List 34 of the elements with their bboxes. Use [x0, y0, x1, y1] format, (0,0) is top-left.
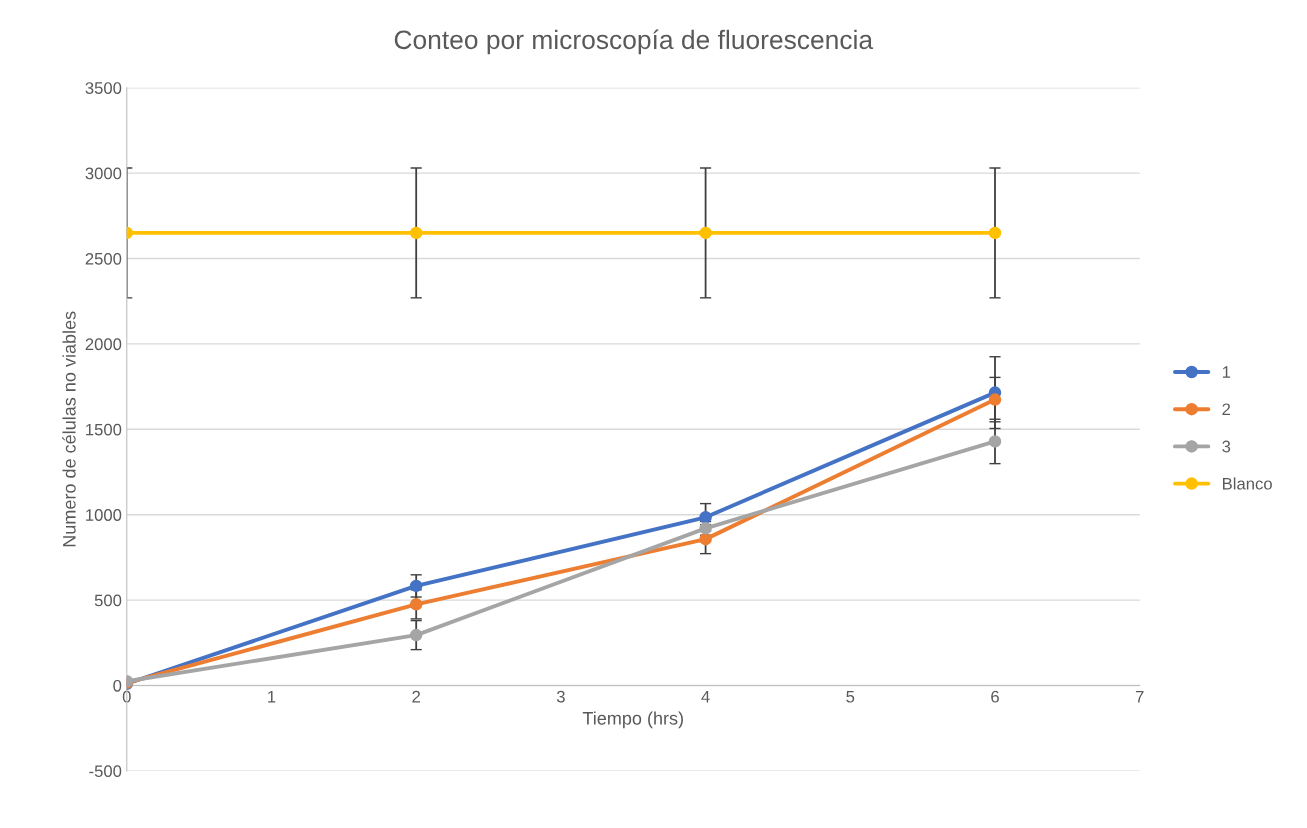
y-tick-label: 2000 — [85, 338, 122, 351]
y-tick-label: -500 — [89, 765, 122, 778]
x-tick-label: 2 — [412, 690, 420, 703]
y-tick-label: 2500 — [85, 252, 122, 265]
point — [409, 226, 423, 240]
x-tick-label: 3 — [556, 690, 565, 703]
chart-title: Conteo por microscopía de fluorescencia — [394, 29, 874, 55]
x-tick-label: 5 — [846, 690, 855, 703]
y-tick-label: 0 — [113, 679, 122, 692]
point — [409, 598, 423, 611]
y-tick-label: 1000 — [86, 509, 122, 521]
x-tick-label: 7 — [1135, 690, 1144, 703]
point — [988, 435, 1002, 448]
legend-label: Blanco — [1223, 477, 1272, 490]
y-axis-title: Numero de células no viables — [62, 311, 76, 547]
legend-label: 3 — [1222, 440, 1231, 453]
x-tick-label: 6 — [991, 690, 999, 703]
point — [699, 532, 712, 546]
y-tick-label: 1500 — [86, 423, 122, 436]
point — [409, 579, 423, 593]
y-tick-label: 3000 — [85, 167, 122, 180]
point — [699, 226, 712, 240]
legend-label: 1 — [1222, 366, 1231, 378]
x-tick-label: 4 — [701, 690, 710, 703]
x-tick-label: 1 — [268, 690, 276, 703]
y-tick-label: 500 — [94, 594, 122, 607]
point — [988, 393, 1002, 406]
point — [699, 511, 712, 524]
x-axis-title: Tiempo (hrs) — [582, 711, 683, 729]
point — [409, 628, 423, 642]
point — [988, 226, 1002, 240]
y-tick-label: 3500 — [85, 82, 122, 94]
x-tick-label: 0 — [122, 690, 131, 703]
legend-label: 2 — [1222, 403, 1231, 416]
